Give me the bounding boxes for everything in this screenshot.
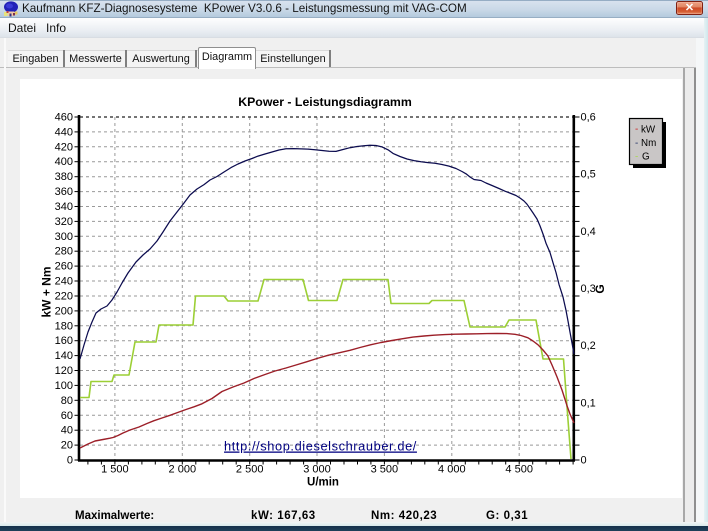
svg-text:220: 220 (55, 291, 73, 303)
svg-text:Nm: Nm (641, 138, 656, 149)
svg-text:160: 160 (55, 335, 73, 347)
svg-text:4 000: 4 000 (438, 464, 466, 476)
svg-text:0,4: 0,4 (581, 226, 596, 238)
svg-text:0,3: 0,3 (581, 283, 596, 295)
svg-text:http://shop.dieselschrauber.de: http://shop.dieselschrauber.de/ (224, 439, 417, 454)
svg-text:440: 440 (55, 126, 73, 138)
svg-text:320: 320 (55, 216, 73, 228)
svg-text:80: 80 (61, 395, 73, 407)
svg-text:20: 20 (61, 440, 73, 452)
svg-text:G: G (642, 152, 650, 163)
svg-text:180: 180 (55, 320, 73, 332)
svg-text:1 500: 1 500 (101, 464, 129, 476)
svg-text:0,2: 0,2 (581, 340, 596, 352)
svg-text:300: 300 (55, 231, 73, 243)
svg-text:0,5: 0,5 (581, 169, 596, 181)
svg-text:200: 200 (55, 305, 73, 317)
svg-text:-: - (635, 152, 638, 163)
svg-text:260: 260 (55, 261, 73, 273)
svg-text:240: 240 (55, 276, 73, 288)
svg-text:2 000: 2 000 (169, 464, 197, 476)
svg-text:G: G (593, 284, 607, 293)
svg-text:40: 40 (61, 425, 73, 437)
svg-text:0,6: 0,6 (581, 112, 596, 124)
svg-text:2 500: 2 500 (236, 464, 264, 476)
svg-text:kW: kW (641, 125, 656, 136)
svg-text:420: 420 (55, 141, 73, 153)
svg-text:360: 360 (55, 186, 73, 198)
svg-text:60: 60 (61, 410, 73, 422)
svg-text:340: 340 (55, 201, 73, 213)
svg-text:U/min: U/min (307, 477, 339, 489)
svg-text:100: 100 (55, 380, 73, 392)
svg-text:400: 400 (55, 156, 73, 168)
svg-text:KPower - Leistungsdiagramm: KPower - Leistungsdiagramm (238, 95, 412, 109)
svg-text:460: 460 (55, 112, 73, 124)
svg-text:4 500: 4 500 (505, 464, 533, 476)
svg-text:380: 380 (55, 171, 73, 183)
svg-text:0,1: 0,1 (581, 397, 596, 409)
svg-text:120: 120 (55, 365, 73, 377)
svg-text:3 000: 3 000 (303, 464, 331, 476)
svg-text:-: - (635, 124, 638, 135)
svg-text:140: 140 (55, 350, 73, 362)
svg-text:0: 0 (67, 455, 73, 467)
svg-text:3 500: 3 500 (371, 464, 399, 476)
svg-text:0: 0 (581, 455, 587, 467)
svg-text:kW + Nm: kW + Nm (40, 266, 54, 317)
svg-text:-: - (635, 138, 638, 149)
svg-text:280: 280 (55, 246, 73, 258)
